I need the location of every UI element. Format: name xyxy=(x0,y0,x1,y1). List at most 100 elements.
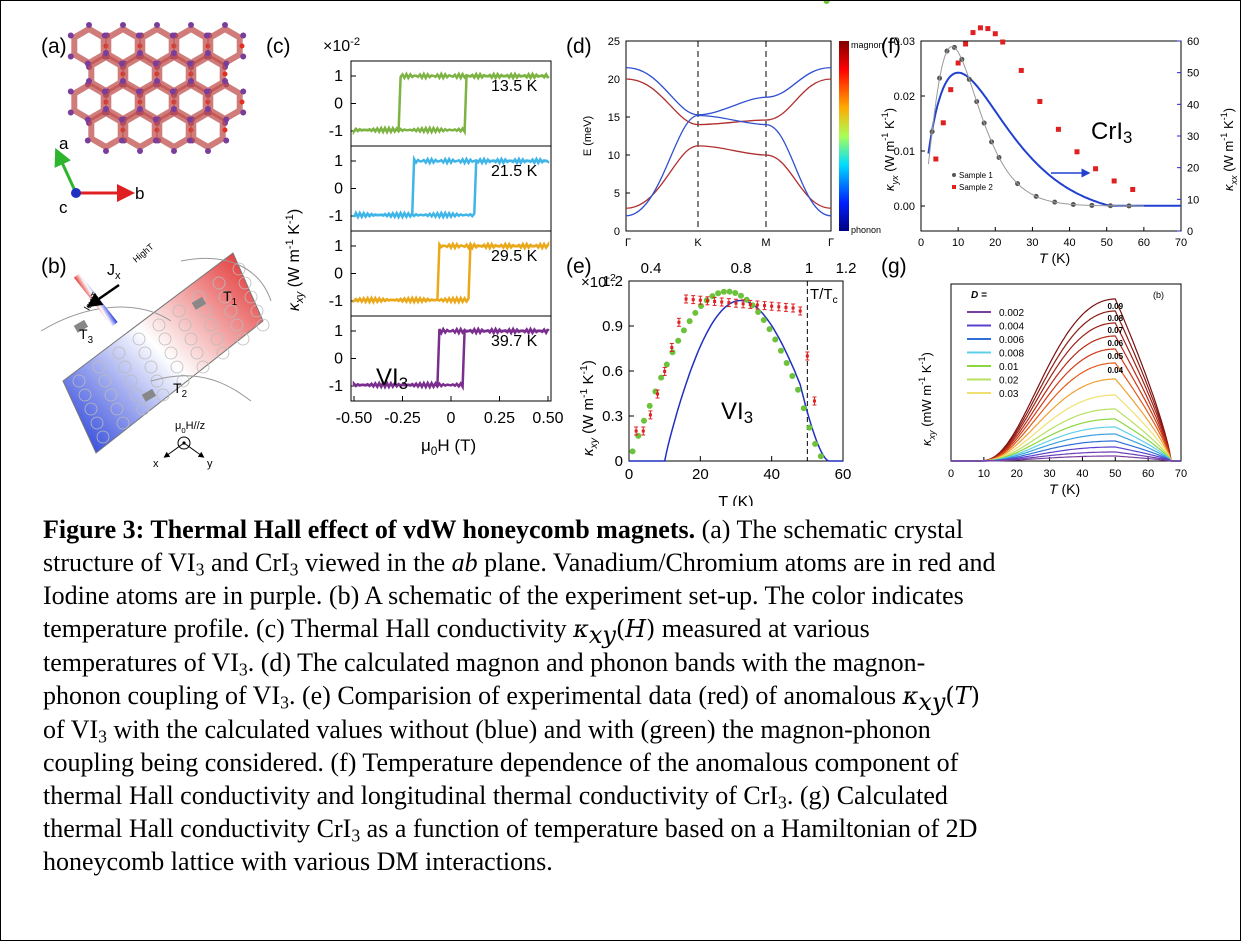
metal-atom xyxy=(222,71,228,77)
probe-label-part: 2 xyxy=(182,389,187,400)
y2-tick-label: 60 xyxy=(1187,36,1199,48)
exp-point xyxy=(705,299,709,303)
y-tick-label: 25 xyxy=(608,36,620,48)
current-label-part: J xyxy=(107,262,115,279)
caption-text: Figure 3: Thermal Hall effect of vdW hon… xyxy=(43,515,696,544)
sub-panel-label: (b) xyxy=(1153,290,1164,300)
exp-point xyxy=(763,304,767,308)
hysteresis-loop xyxy=(354,240,550,302)
sample2-point xyxy=(1093,166,1099,172)
x-tick-label: 50 xyxy=(1101,237,1113,249)
plot-frame xyxy=(625,40,832,232)
lattice-site xyxy=(84,402,98,416)
curve-label: 0.05 xyxy=(1107,352,1123,361)
y2-axis-title: κxx (W m-1 K-1) xyxy=(1219,108,1239,191)
top-axis-title-part: T/T xyxy=(810,286,833,303)
axis-name: b xyxy=(135,184,144,203)
curve-label: 0.09 xyxy=(1107,302,1123,311)
axis-arrow xyxy=(54,147,78,194)
lattice-site xyxy=(110,402,124,416)
field-label-part: H//z xyxy=(186,420,206,432)
caption-text: phonon coupling of VI xyxy=(43,681,281,710)
iodine-atom xyxy=(154,22,160,28)
legend-label: 0.006 xyxy=(999,335,1024,346)
lattice-site xyxy=(172,304,186,318)
y-axis-title-part: K xyxy=(286,224,303,239)
caption-text: 3 xyxy=(351,825,361,846)
lattice-site xyxy=(92,360,106,374)
dir-label: y xyxy=(207,458,213,470)
x-tick-label: 40 xyxy=(763,466,780,483)
y-tick-label: 1 xyxy=(334,153,343,170)
wire xyxy=(40,306,172,332)
iodine-atom xyxy=(222,78,228,84)
y2-axis-title-part: κ xyxy=(1221,183,1236,191)
exp-point xyxy=(755,303,759,307)
exp-point xyxy=(691,298,695,302)
y-tick-label: 0.00 xyxy=(894,201,915,213)
compound-label: VI3 xyxy=(721,398,753,427)
iodine-atom xyxy=(203,88,210,95)
probe-label: T3 xyxy=(79,326,94,346)
calc-point xyxy=(658,374,665,381)
dir-arrow xyxy=(183,442,205,458)
caption-line: thermal Hall conductivity and longitudin… xyxy=(43,779,996,812)
caption-text: of VI xyxy=(43,715,99,744)
caption-text: ) xyxy=(646,615,656,643)
y-axis-title-part: -1 xyxy=(880,133,890,141)
iodine-atom xyxy=(152,60,159,67)
iodine-atom xyxy=(103,148,109,154)
calc-point xyxy=(795,386,802,393)
x-tick-label: 0 xyxy=(948,468,954,480)
x-tick-label: 70 xyxy=(1175,468,1187,480)
sample2-point xyxy=(1074,149,1080,155)
y-axis-title-part: xy xyxy=(927,430,937,441)
caption-text: . (e) Comparision of experimental data (… xyxy=(288,681,903,710)
caption-text: plane. Vanadium/Chromium atoms are in re… xyxy=(477,548,996,577)
y-tick-label: 0 xyxy=(615,453,623,470)
exp-point xyxy=(798,309,802,313)
calc-curve xyxy=(629,299,843,462)
iodine-atom xyxy=(137,50,143,56)
caption-text: and CrI xyxy=(204,548,290,577)
caption-text: ) xyxy=(970,682,980,710)
x-axis-title-part: 0 xyxy=(431,444,438,458)
iodine-atom xyxy=(86,22,92,28)
calc-point xyxy=(755,309,762,316)
probe xyxy=(141,388,157,402)
multiplier-part: -2 xyxy=(350,36,360,48)
colorbar xyxy=(839,41,849,231)
x-tick-label: K xyxy=(694,237,702,249)
y-tick-label: 1 xyxy=(334,238,343,255)
probe xyxy=(73,319,89,333)
iodine-atom xyxy=(118,60,125,67)
lattice-site xyxy=(196,360,210,374)
calc-point xyxy=(743,296,750,303)
caption-text: T xyxy=(954,682,971,710)
y-tick-label: -1 xyxy=(329,208,343,225)
plot-frame xyxy=(950,283,1182,462)
calc-point xyxy=(629,448,636,455)
iodine-atom xyxy=(120,78,126,84)
iodine-atom xyxy=(205,148,211,154)
y-axis-title-part: -1 xyxy=(284,239,296,249)
caption-text: xy xyxy=(918,687,946,716)
exp-point xyxy=(641,429,645,433)
calc-point xyxy=(646,402,653,409)
y-axis-title: κxy (mW m-1 K-1) xyxy=(917,352,937,446)
calc-point xyxy=(800,405,807,412)
lattice-site xyxy=(244,290,258,304)
calc-point xyxy=(817,453,824,460)
exp-point xyxy=(727,301,731,305)
probe-label: T1 xyxy=(223,288,237,308)
caption-text: temperatures of VI xyxy=(43,648,239,677)
y-axis-title-part: κ xyxy=(580,447,597,456)
y-axis-title-part: -1 xyxy=(917,377,927,385)
calc-point xyxy=(806,424,813,431)
top-tick-label: 1 xyxy=(805,260,813,277)
colorbar-label: phonon xyxy=(851,225,881,235)
calc-point xyxy=(720,288,727,295)
y2-axis-title-part: xx xyxy=(1229,175,1239,186)
legend-marker xyxy=(952,173,956,177)
